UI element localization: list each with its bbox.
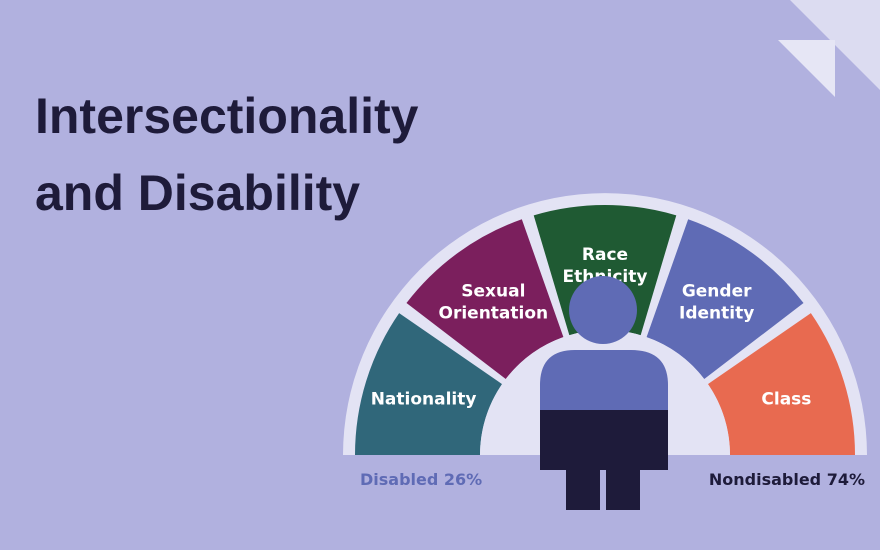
segment-label: Identity	[679, 303, 754, 323]
title-line: and Disability	[35, 165, 360, 221]
segment-label: Orientation	[439, 303, 549, 323]
segments: NationalitySexualOrientationRaceEthnicit…	[355, 205, 855, 455]
footer-right: Nondisabled 74%	[709, 470, 865, 489]
footer-left: Disabled 26%	[360, 470, 482, 489]
segment	[707, 313, 855, 455]
corner-decor	[778, 40, 835, 97]
segment-label: Race	[582, 245, 628, 265]
segment	[646, 219, 804, 380]
person-figure	[540, 276, 668, 510]
segment	[533, 205, 677, 336]
segment	[355, 313, 503, 455]
segment-label: Sexual	[461, 281, 525, 301]
title-line: Intersectionality	[35, 88, 419, 144]
segment-label: Class	[761, 390, 811, 410]
segment-label: Gender	[682, 281, 752, 301]
segment	[406, 219, 564, 380]
segment-label: Nationality	[371, 390, 477, 410]
